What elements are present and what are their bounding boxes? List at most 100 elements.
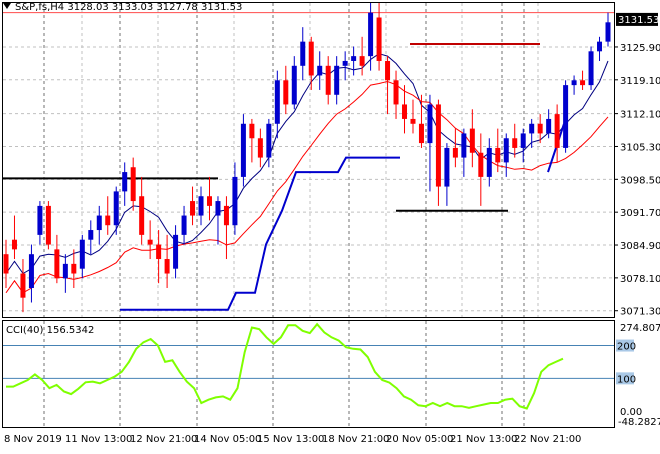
price-axis-label: 3125.90: [620, 43, 660, 54]
candle-body: [418, 123, 424, 144]
candle-body: [28, 254, 34, 289]
candle[interactable]: [393, 70, 399, 119]
candle[interactable]: [215, 196, 221, 245]
cci-level-tag: [616, 339, 634, 352]
candle[interactable]: [554, 104, 560, 163]
candle[interactable]: [529, 118, 535, 148]
candle[interactable]: [537, 114, 543, 144]
cci-label: CCI(40) 156.5342: [6, 325, 95, 336]
candle[interactable]: [351, 46, 357, 76]
candle-body: [206, 196, 212, 206]
candle[interactable]: [232, 162, 238, 235]
candle[interactable]: [402, 85, 408, 134]
candle[interactable]: [410, 99, 416, 134]
candle-body: [88, 230, 94, 240]
candle[interactable]: [274, 70, 280, 139]
price-axis-label: 3119.10: [620, 76, 660, 87]
candle[interactable]: [368, 3, 374, 71]
time-axis-label: 8 Nov 2019: [4, 434, 62, 445]
candle[interactable]: [130, 157, 136, 211]
candle[interactable]: [37, 201, 43, 245]
candle[interactable]: [113, 186, 119, 235]
candle[interactable]: [469, 109, 475, 168]
candle[interactable]: [240, 114, 246, 187]
candle[interactable]: [88, 220, 94, 255]
candle[interactable]: [503, 133, 509, 177]
price-axis-label: 3084.90: [620, 241, 660, 252]
candle[interactable]: [571, 75, 577, 95]
candle[interactable]: [359, 36, 365, 76]
candle[interactable]: [156, 230, 162, 284]
candle[interactable]: [190, 186, 196, 226]
candle-body: [139, 196, 145, 235]
candle-body: [291, 65, 297, 105]
candle[interactable]: [308, 36, 314, 90]
candle-body: [156, 244, 162, 260]
candle[interactable]: [181, 205, 187, 245]
candle[interactable]: [418, 94, 424, 148]
candle[interactable]: [461, 128, 467, 177]
candle[interactable]: [317, 51, 323, 90]
candle[interactable]: [164, 234, 170, 289]
candle[interactable]: [452, 128, 458, 168]
candle[interactable]: [546, 109, 552, 139]
candle[interactable]: [147, 220, 153, 260]
candle[interactable]: [62, 254, 68, 293]
candle[interactable]: [20, 259, 26, 313]
candle[interactable]: [198, 186, 204, 226]
candle[interactable]: [283, 65, 289, 115]
candle[interactable]: [96, 205, 102, 245]
candle[interactable]: [512, 123, 518, 158]
candles[interactable]: [3, 3, 611, 313]
candle[interactable]: [71, 249, 77, 289]
candle[interactable]: [223, 196, 229, 260]
candle[interactable]: [11, 215, 17, 260]
candle[interactable]: [54, 234, 60, 284]
candle[interactable]: [206, 176, 212, 221]
candle[interactable]: [520, 128, 526, 163]
candle[interactable]: [45, 201, 51, 250]
candle[interactable]: [249, 118, 255, 163]
candle[interactable]: [291, 56, 297, 110]
candle[interactable]: [342, 51, 348, 81]
candle[interactable]: [173, 225, 179, 279]
candle-body: [105, 215, 111, 226]
candle-body: [435, 104, 441, 187]
support-resistance-lines[interactable]: [3, 12, 614, 212]
candle[interactable]: [580, 70, 586, 90]
candle[interactable]: [266, 118, 272, 168]
candle[interactable]: [79, 234, 85, 279]
candle[interactable]: [597, 36, 603, 61]
current-price-label: 3131.53: [618, 15, 659, 26]
time-axis-label: 12 Nov 21:00: [130, 434, 197, 445]
candle-body: [520, 133, 526, 148]
candle[interactable]: [257, 128, 263, 168]
candle[interactable]: [325, 56, 331, 105]
candle[interactable]: [105, 196, 111, 235]
candle-body: [461, 133, 467, 158]
candle-body: [164, 259, 170, 274]
close-value: 3131.53: [200, 2, 243, 13]
candle[interactable]: [563, 80, 569, 153]
candle[interactable]: [3, 239, 9, 289]
high-value: 3133.03: [111, 2, 154, 13]
candle[interactable]: [444, 143, 450, 206]
candle[interactable]: [435, 99, 441, 206]
candle[interactable]: [334, 56, 340, 105]
candle[interactable]: [495, 128, 501, 173]
candle-body: [317, 65, 323, 76]
candle[interactable]: [605, 12, 611, 47]
dropdown-triangle-icon[interactable]: [3, 3, 11, 9]
candle[interactable]: [28, 244, 34, 303]
candle[interactable]: [588, 46, 594, 90]
candle[interactable]: [139, 176, 145, 245]
candle[interactable]: [376, 3, 382, 71]
candle[interactable]: [122, 162, 128, 206]
candle[interactable]: [300, 27, 306, 81]
candle[interactable]: [427, 94, 433, 192]
candle[interactable]: [478, 133, 484, 206]
candle[interactable]: [486, 138, 492, 187]
candle[interactable]: [385, 56, 391, 115]
